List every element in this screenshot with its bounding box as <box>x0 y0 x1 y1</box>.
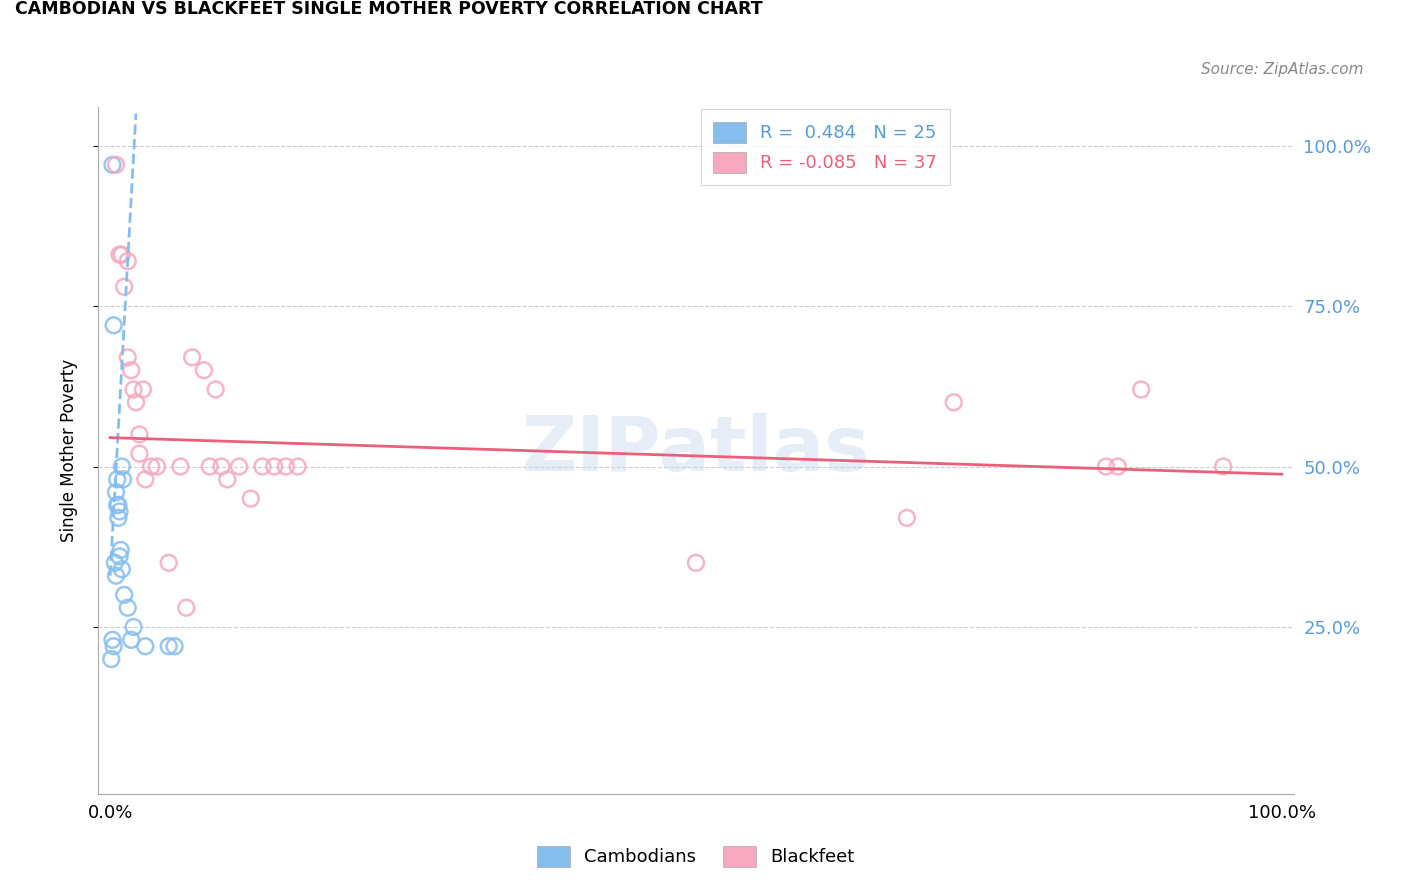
Point <box>100 652 122 666</box>
Point <box>685 556 707 570</box>
Y-axis label: Single Mother Poverty: Single Mother Poverty <box>59 359 77 542</box>
Point <box>117 600 139 615</box>
Point <box>103 318 125 333</box>
Point <box>112 472 135 486</box>
Point <box>204 383 226 397</box>
Point <box>104 556 127 570</box>
Text: Source: ZipAtlas.com: Source: ZipAtlas.com <box>1201 62 1364 78</box>
Point <box>112 588 135 602</box>
Point <box>157 556 180 570</box>
Point <box>117 351 139 365</box>
Point <box>193 363 215 377</box>
Point <box>128 447 150 461</box>
Point <box>105 568 128 582</box>
Text: ZIPatlas: ZIPatlas <box>522 414 870 487</box>
Point <box>103 639 125 653</box>
Point <box>110 543 132 558</box>
Point <box>105 158 128 172</box>
Point <box>108 504 131 518</box>
Point <box>1095 459 1118 474</box>
Point <box>146 459 169 474</box>
Point <box>128 427 150 442</box>
Point <box>198 459 221 474</box>
Point <box>239 491 262 506</box>
Point <box>105 485 128 500</box>
Point <box>108 549 131 564</box>
Point <box>108 248 131 262</box>
Point <box>169 459 191 474</box>
Point <box>217 472 239 486</box>
Point <box>1130 383 1153 397</box>
Point <box>117 254 139 268</box>
Point <box>125 395 148 409</box>
Point <box>101 632 124 647</box>
Point <box>105 498 128 512</box>
Point <box>263 459 285 474</box>
Legend: Cambodians, Blackfeet: Cambodians, Blackfeet <box>530 838 862 874</box>
Point <box>211 459 233 474</box>
Point <box>107 511 129 525</box>
Text: CAMBODIAN VS BLACKFEET SINGLE MOTHER POVERTY CORRELATION CHART: CAMBODIAN VS BLACKFEET SINGLE MOTHER POV… <box>15 0 762 18</box>
Point <box>132 383 155 397</box>
Point <box>181 351 204 365</box>
Point <box>105 472 128 486</box>
Point <box>120 363 142 377</box>
Point <box>134 639 156 653</box>
Point <box>141 459 163 474</box>
Point <box>122 383 145 397</box>
Point <box>111 248 134 262</box>
Point <box>111 562 134 576</box>
Point <box>287 459 309 474</box>
Point <box>122 620 145 634</box>
Point <box>942 395 965 409</box>
Point <box>252 459 274 474</box>
Point <box>174 600 197 615</box>
Point <box>157 639 180 653</box>
Point <box>896 511 918 525</box>
Point <box>111 459 134 474</box>
Point <box>112 279 135 293</box>
Point <box>163 639 186 653</box>
Point <box>101 158 124 172</box>
Point <box>134 472 156 486</box>
Point <box>120 632 142 647</box>
Point <box>1212 459 1234 474</box>
Point <box>274 459 297 474</box>
Point <box>107 498 129 512</box>
Point <box>228 459 250 474</box>
Point <box>1107 459 1129 474</box>
